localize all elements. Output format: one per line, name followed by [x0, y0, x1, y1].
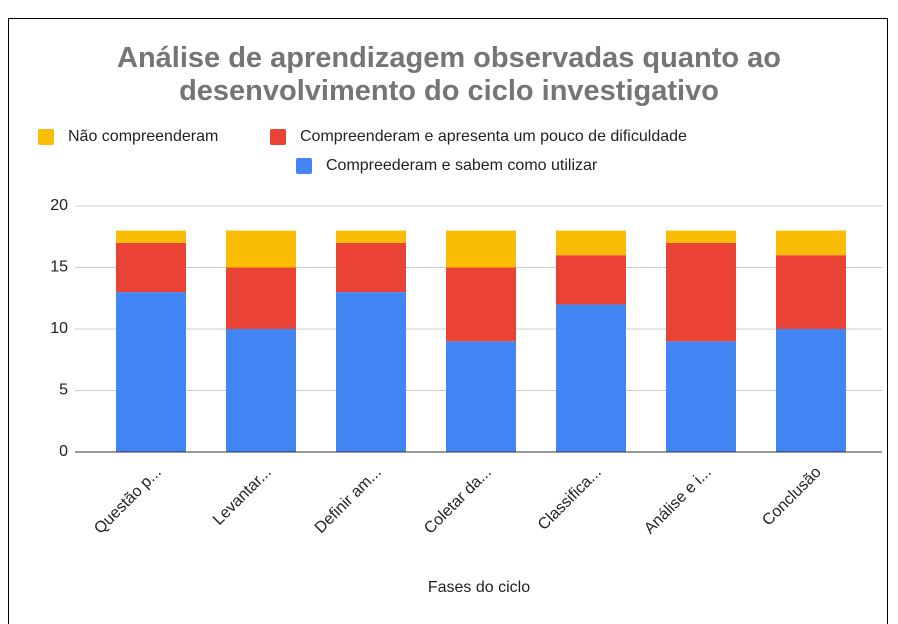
bar-segment	[666, 230, 736, 243]
x-tick-label: Análise e i...	[641, 464, 715, 538]
bar-segment	[556, 304, 626, 452]
bar-segment	[116, 242, 186, 293]
chart-frame	[8, 18, 888, 624]
x-tick-label: Definir am...	[312, 464, 385, 537]
y-tick-label: 5	[59, 382, 68, 399]
x-tick-label: Levantar...	[210, 464, 275, 529]
x-tick-label: Conclusão	[759, 464, 825, 530]
bar-segment	[116, 292, 186, 452]
legend-swatch	[296, 158, 312, 174]
bar-segment	[776, 329, 846, 452]
bar-segment	[226, 329, 296, 452]
legend-label: Compreederam e sabem como utilizar	[326, 157, 598, 174]
bar-segment	[226, 230, 296, 268]
bar-segment	[776, 230, 846, 256]
legend-swatch	[270, 129, 286, 145]
x-tick-label: Questão p...	[91, 464, 165, 538]
bar-segment	[446, 341, 516, 452]
bar-segment	[556, 230, 626, 256]
y-tick-label: 0	[59, 443, 68, 460]
x-tick-label: Classifica...	[535, 464, 605, 534]
y-tick-label: 20	[50, 197, 68, 214]
bar-segment	[446, 267, 516, 342]
legend-swatch	[38, 129, 54, 145]
bar-segment	[336, 242, 406, 293]
x-axis-label: Fases do ciclo	[428, 579, 530, 596]
chart-title: Análise de aprendizagem observadas quant…	[117, 42, 781, 107]
bar-segment	[666, 242, 736, 342]
legend-label: Compreenderam e apresenta um pouco de di…	[300, 128, 687, 145]
bar-segment	[336, 230, 406, 243]
y-tick-label: 15	[50, 259, 68, 276]
bar-segment	[776, 255, 846, 329]
bar-segment	[116, 230, 186, 243]
bar-segment	[336, 292, 406, 452]
legend-label: Não compreenderam	[68, 128, 218, 145]
x-tick-label: Coletar da...	[421, 464, 495, 538]
bar-segment	[556, 255, 626, 305]
y-tick-label: 10	[50, 320, 68, 337]
bar-segment	[226, 267, 296, 329]
bar-segment	[446, 230, 516, 268]
bar-segment	[666, 341, 736, 452]
